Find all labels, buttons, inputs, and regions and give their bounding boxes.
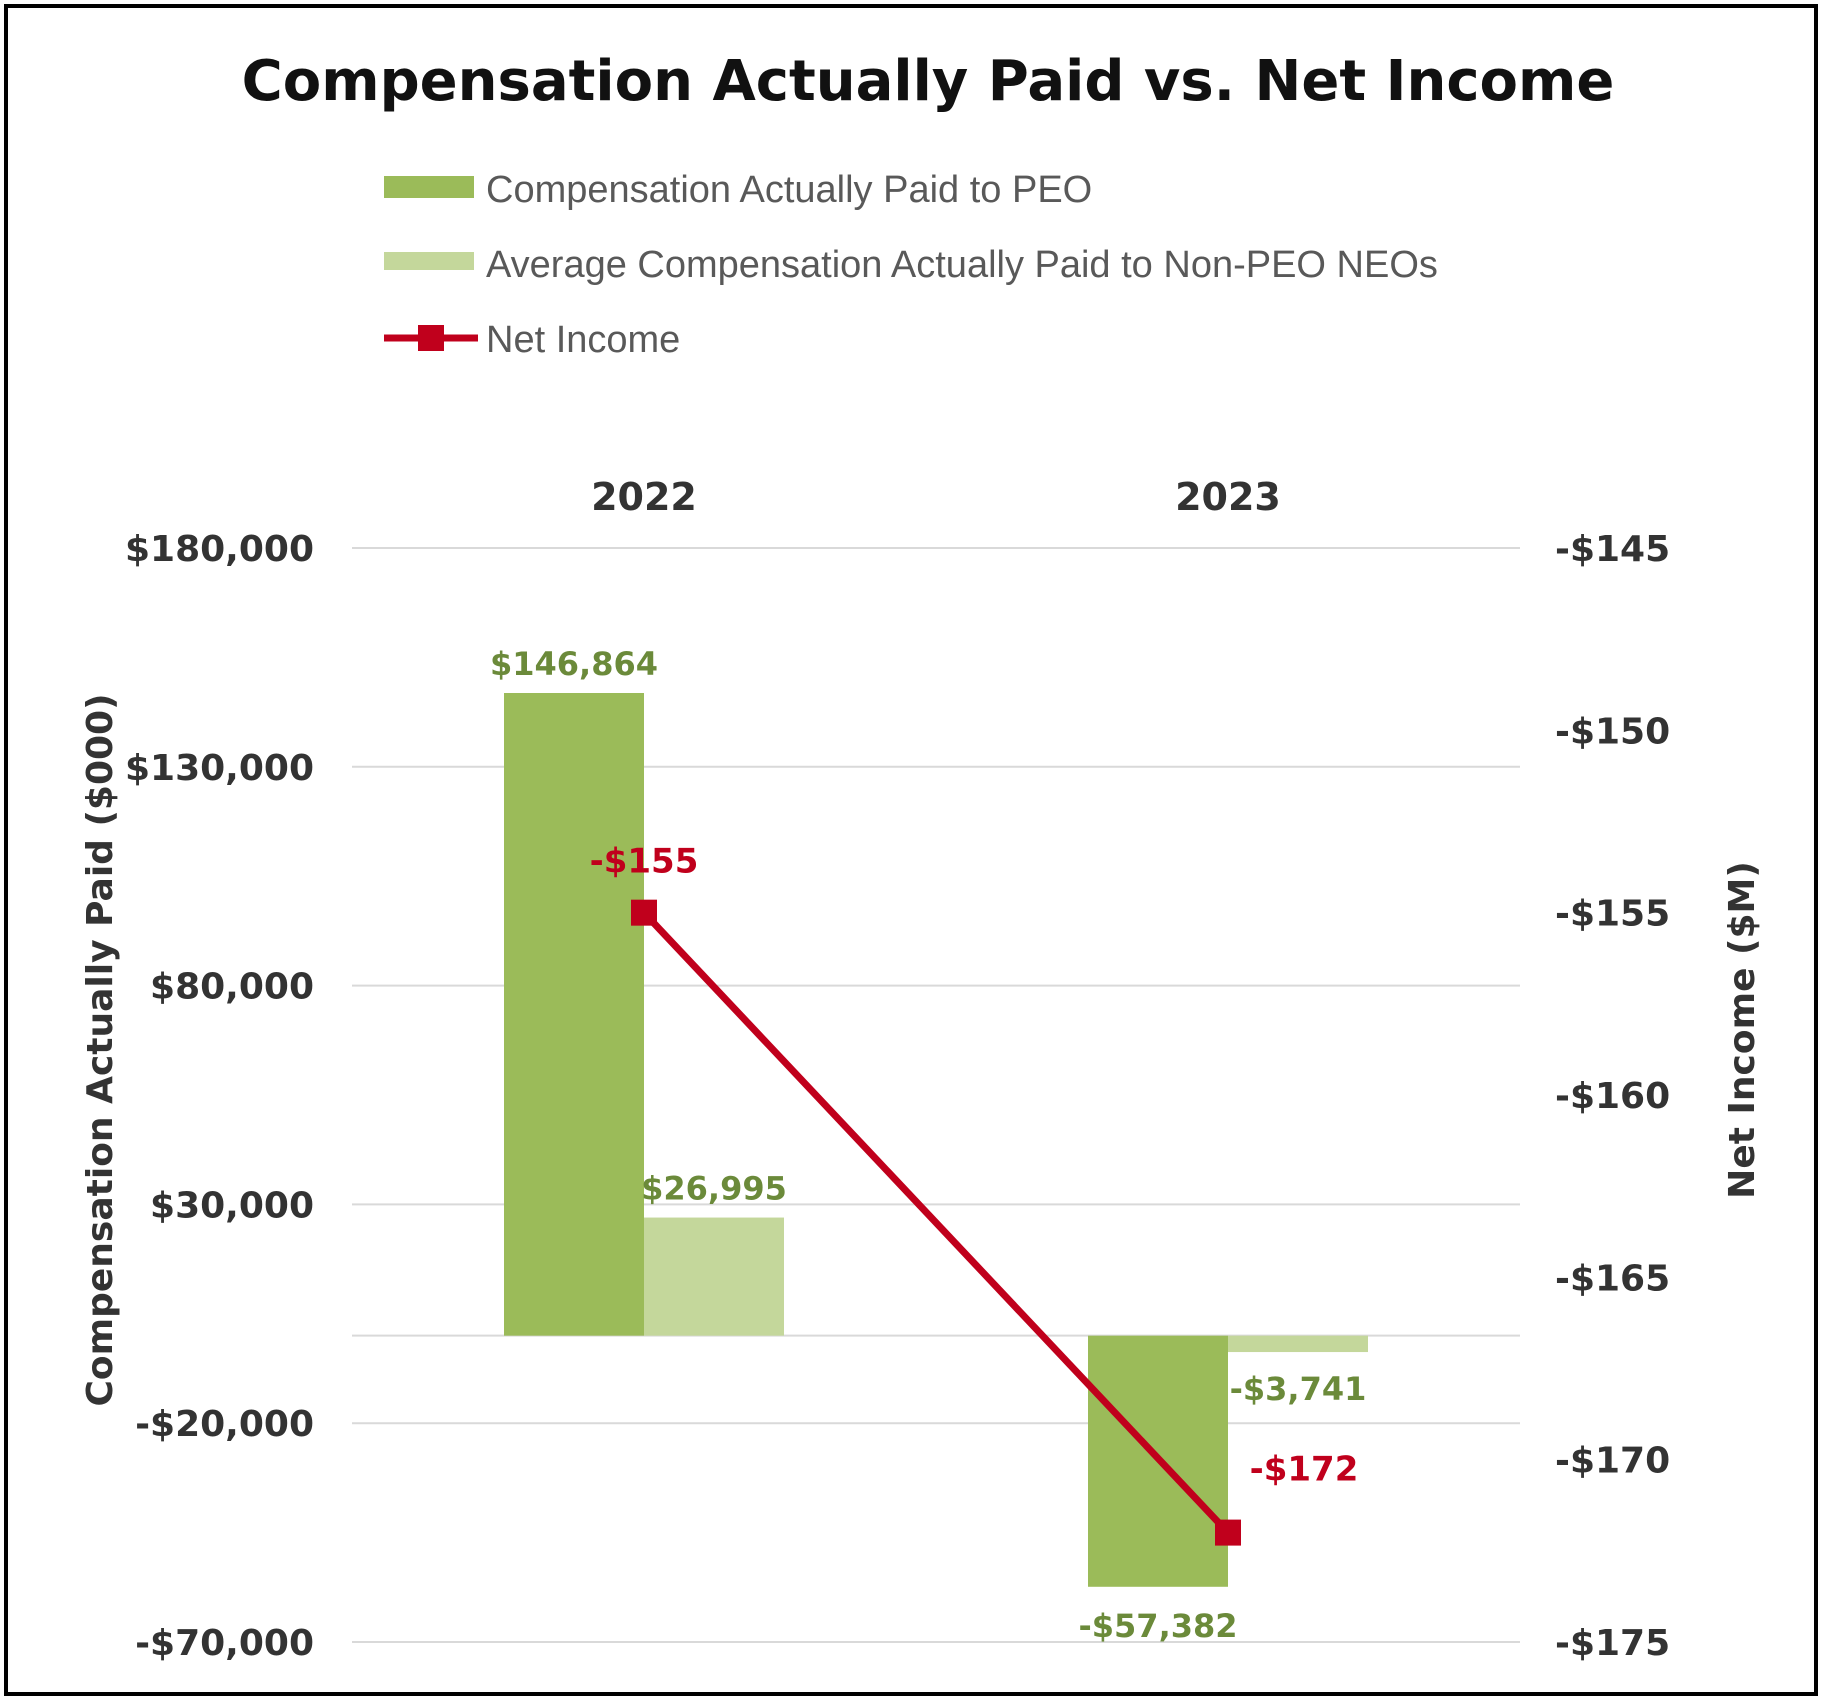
axes: $180,000 $130,000 $80,000 $30,000 -$20,000 -$…	[80, 475, 1763, 1664]
legend-label-peo: Compensation Actually Paid to PEO	[486, 169, 1092, 211]
legend-marker-net-income	[418, 325, 444, 351]
left-tick-label: $80,000	[150, 967, 314, 1008]
data-labels: $146,864 -$57,382 $26,995 -$3,741 -$155 -$172	[490, 645, 1366, 1645]
legend-label-net-income: Net Income	[486, 319, 680, 361]
right-axis-title: Net Income ($M)	[1722, 861, 1763, 1199]
left-tick-label: $130,000	[125, 748, 314, 789]
bar-data-label: -$3,741	[1230, 1370, 1367, 1408]
right-tick-label: -$160	[1555, 1076, 1670, 1117]
bar	[1228, 1335, 1368, 1353]
bar-data-label: $146,864	[490, 645, 658, 683]
chart-frame	[4, 4, 1818, 1696]
right-tick-label: -$150	[1555, 711, 1670, 752]
right-tick-label: -$170	[1555, 1441, 1670, 1482]
left-axis-title: Compensation Actually Paid ($000)	[80, 693, 121, 1406]
net-income-data-label: -$172	[1250, 1450, 1359, 1490]
right-tick-label: -$155	[1555, 894, 1670, 935]
legend-swatch-peo	[384, 176, 474, 198]
bar	[504, 693, 644, 1336]
right-tick-label: -$165	[1555, 1258, 1670, 1299]
left-tick-label: $180,000	[125, 529, 314, 570]
left-tick-label: -$20,000	[135, 1404, 314, 1445]
chart-title: Compensation Actually Paid vs. Net Incom…	[242, 49, 1615, 114]
legend-label-non-peo: Average Compensation Actually Paid to No…	[486, 244, 1438, 286]
net-income-polyline	[641, 910, 1231, 1535]
category-label: 2022	[591, 475, 697, 519]
legend-swatch-non-peo	[384, 252, 474, 270]
bar	[644, 1217, 784, 1336]
net-income-line	[631, 899, 1241, 1546]
right-tick-label: -$175	[1555, 1623, 1670, 1664]
bar-data-label: $26,995	[641, 1170, 787, 1208]
net-income-marker	[1215, 1519, 1241, 1546]
category-label: 2023	[1175, 475, 1281, 519]
legend: Compensation Actually Paid to PEO Averag…	[384, 169, 1438, 361]
left-tick-label: $30,000	[150, 1185, 314, 1226]
right-tick-label: -$145	[1555, 529, 1670, 570]
bars	[504, 693, 1368, 1587]
left-tick-label: -$70,000	[135, 1623, 314, 1664]
net-income-data-label: -$155	[590, 842, 699, 882]
bar-data-label: -$57,382	[1078, 1607, 1237, 1645]
net-income-marker	[631, 899, 657, 926]
